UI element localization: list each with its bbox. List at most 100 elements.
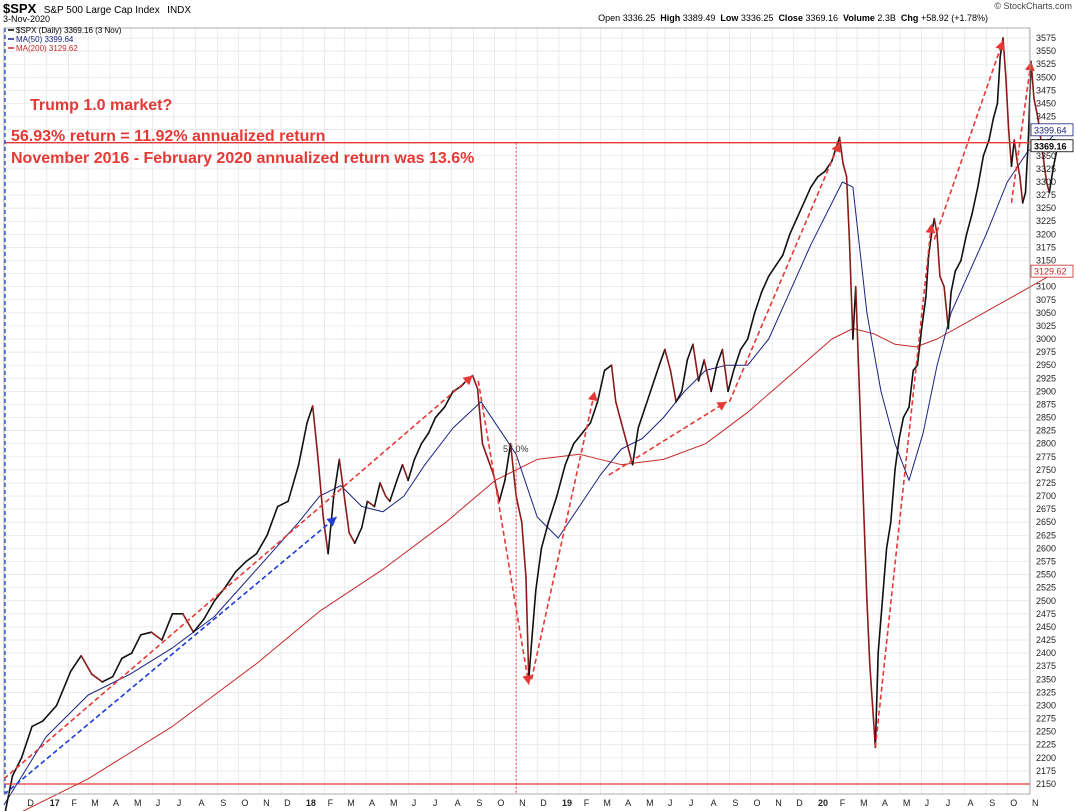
price-segment	[55, 670, 72, 707]
price-segment	[287, 463, 300, 503]
price-segment	[710, 364, 718, 393]
price-segment	[610, 364, 617, 403]
price-segment	[925, 254, 930, 298]
price-segment	[297, 421, 308, 466]
price-segment	[988, 118, 995, 141]
volume-value: 2.3B	[877, 13, 896, 23]
high-label: High	[660, 13, 681, 23]
y-tick-label: 2425	[1036, 635, 1056, 645]
red-trend-arrow-head	[462, 375, 473, 386]
x-tick-label: A	[625, 798, 631, 808]
price-segment	[255, 534, 268, 555]
price-segment	[651, 364, 661, 387]
price-segment	[874, 652, 879, 749]
y-tick-label: 2575	[1036, 557, 1056, 567]
x-tick-label: F	[584, 798, 590, 808]
price-segment	[866, 599, 871, 665]
y-tick-label: 3500	[1036, 72, 1056, 82]
price-segment	[817, 170, 826, 178]
x-tick-label: 18	[306, 798, 316, 808]
price-segment	[245, 552, 258, 563]
x-tick-label: J	[412, 798, 417, 808]
x-tick-label: J	[156, 798, 161, 808]
red-trend-arrow-head	[716, 401, 727, 411]
close-label: Close	[778, 13, 803, 23]
price-segment	[1010, 139, 1016, 168]
price-segment	[664, 348, 672, 372]
x-tick-label: M	[390, 798, 398, 808]
price-tag-box	[1030, 264, 1074, 278]
y-tick-label: 2325	[1036, 687, 1056, 697]
price-segment	[90, 673, 104, 683]
x-tick-label: A	[199, 798, 205, 808]
price-segment	[960, 233, 968, 262]
reference-lines	[4, 28, 1030, 794]
x-tick-label: M	[646, 798, 654, 808]
price-segment	[658, 348, 666, 366]
price-segment	[140, 631, 153, 636]
price-segment	[407, 458, 416, 482]
price-segment	[111, 657, 123, 678]
price-segment	[842, 162, 848, 178]
price-segment	[912, 364, 919, 372]
x-tick-label: D	[796, 798, 803, 808]
symbol-name: S&P 500 Large Cap Index	[43, 5, 160, 16]
price-segment	[556, 463, 567, 497]
red-trend-arrow	[608, 401, 728, 476]
ohlc-bar: Open 3336.25 High 3389.49 Low 3336.25 Cl…	[598, 13, 988, 23]
y-tick-label: 2450	[1036, 622, 1056, 632]
price-segment	[845, 175, 851, 241]
price-segment	[795, 202, 805, 220]
price-segment	[332, 458, 341, 497]
price-segment	[868, 662, 874, 707]
price-segment	[746, 312, 756, 340]
chg-label: Chg	[900, 13, 919, 23]
legend-item: $SPX (Daily) 3369.16 (3 Nov)	[16, 26, 122, 35]
price-segment	[863, 521, 868, 602]
x-tick-label: F	[72, 798, 78, 808]
price-segment	[908, 369, 915, 408]
red-trend-arrow	[3, 375, 474, 780]
price-tags: 3399.64 3369.16 3129.62	[1030, 123, 1074, 278]
y-tick-label: 3425	[1036, 112, 1056, 122]
annotation-title: Trump 1.0 market?	[30, 97, 172, 114]
moving-averages	[3, 129, 1059, 811]
x-tick-label: 17	[50, 798, 60, 808]
price-segment	[224, 571, 237, 589]
legend: $SPX (Daily) 3369.16 (3 Nov)MA(50) 3399.…	[8, 26, 122, 53]
price-segment	[1041, 149, 1048, 183]
y-tick-label: 2350	[1036, 674, 1056, 684]
price-segment	[902, 406, 910, 419]
y-tick-label: 2625	[1036, 530, 1056, 540]
y-tick-label: 3300	[1036, 177, 1056, 187]
price-tag-box	[1030, 139, 1074, 153]
y-tick-label: 2900	[1036, 386, 1056, 396]
y-tick-label: 2200	[1036, 753, 1056, 763]
price-segment	[525, 576, 530, 681]
price-segment	[715, 348, 724, 366]
price-segment	[889, 469, 896, 524]
price-segment	[894, 437, 901, 471]
red-trend-arrow	[477, 380, 530, 685]
low-value: 3336.25	[740, 13, 774, 23]
price-segment	[1024, 139, 1030, 194]
legend-item: MA(50) 3399.64	[16, 35, 74, 44]
price-segment	[471, 374, 479, 390]
price-segment	[916, 327, 923, 366]
price-segment	[589, 401, 599, 424]
price-segment	[637, 406, 647, 429]
x-tick-label: A	[455, 798, 461, 808]
y-tick-label: 2950	[1036, 360, 1056, 370]
price-segment	[540, 521, 550, 550]
y-tick-label: 2775	[1036, 452, 1056, 462]
price-segment	[669, 369, 677, 403]
price-segment	[732, 348, 742, 372]
price-segment	[420, 432, 430, 445]
price-segment	[31, 720, 44, 728]
price-segment	[203, 599, 216, 620]
y-tick-label: 2800	[1036, 439, 1056, 449]
y-tick-label: 2550	[1036, 570, 1056, 580]
price-segment	[427, 416, 437, 435]
price-segment	[69, 654, 82, 673]
annotation-line2: November 2016 - February 2020 annualized…	[11, 150, 474, 167]
